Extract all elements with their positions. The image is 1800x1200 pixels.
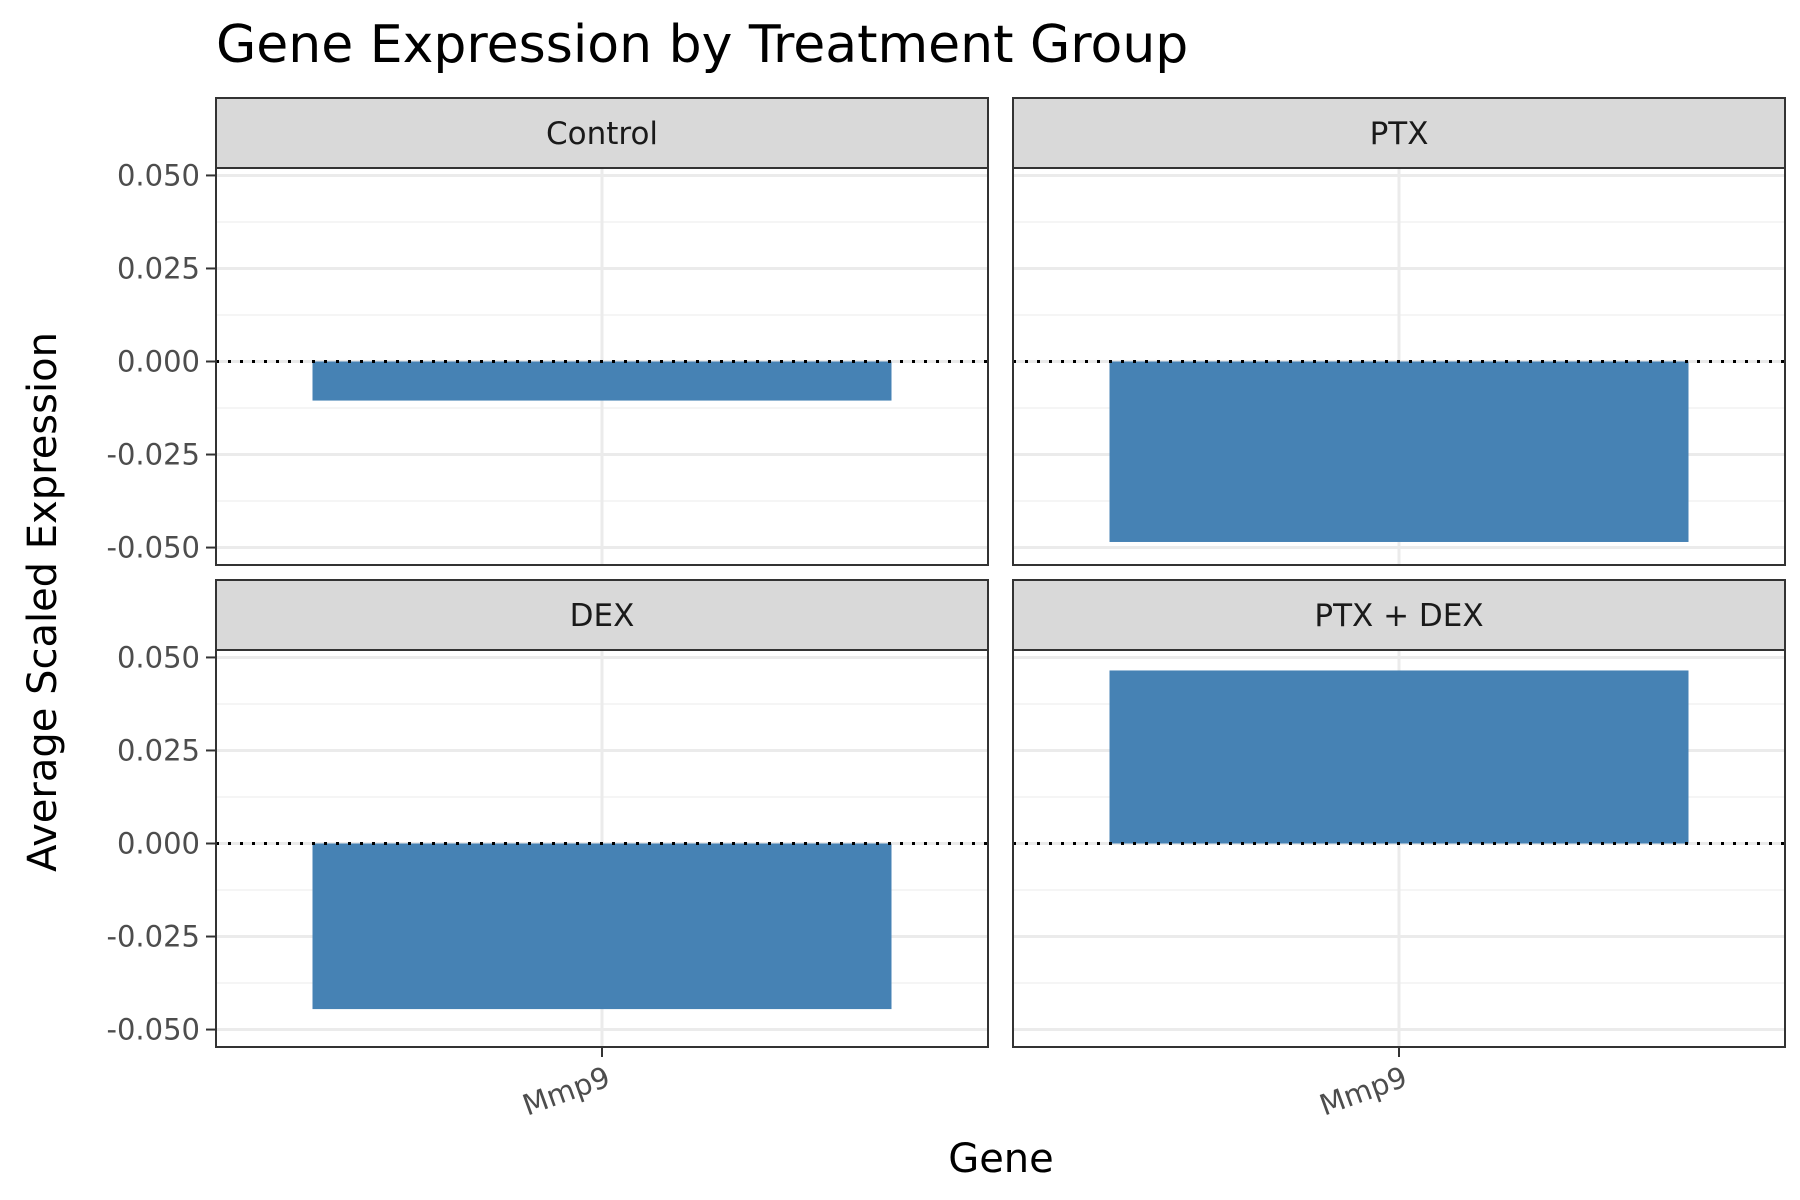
panel-border — [215, 167, 989, 566]
facet-panel: DEX 0.050 0.025 0.000 -0.025 -0.050 Mmp9 — [107, 579, 989, 1123]
y-tick-label: -0.050 — [107, 531, 201, 565]
y-tick-label: 0.050 — [117, 158, 200, 192]
y-tick-label: 0.025 — [117, 733, 200, 767]
x-tick-label: Mmp9 — [1315, 1060, 1411, 1123]
facet-panel: PTX + DEX Mmp9 — [1012, 579, 1786, 1123]
facet-panels: Control 0.050 0.025 0.000 -0.025 -0.050 PTX DEX… — [107, 97, 1786, 1123]
bar — [312, 361, 892, 401]
bar — [1109, 361, 1689, 542]
y-tick-label: 0.000 — [117, 345, 200, 379]
facet-strip — [215, 579, 989, 651]
bar — [1109, 670, 1689, 844]
y-tick-label: 0.000 — [117, 827, 200, 861]
y-tick-label: -0.050 — [107, 1013, 201, 1047]
x-axis-title: Gene — [948, 1136, 1054, 1182]
facet-strip — [1012, 579, 1786, 651]
facet-strip-label: PTX + DEX — [1314, 598, 1483, 634]
facet-strip-label: DEX — [570, 598, 635, 634]
panel-border — [1012, 167, 1786, 566]
y-tick-label: -0.025 — [107, 438, 201, 472]
y-tick-label: -0.025 — [107, 920, 201, 954]
x-tick-label: Mmp9 — [518, 1060, 614, 1123]
facet-strip-label: Control — [546, 116, 658, 152]
bar — [312, 843, 892, 1010]
y-tick-label: 0.050 — [117, 640, 200, 674]
facet-strip — [1012, 97, 1786, 169]
facet-panel: Control 0.050 0.025 0.000 -0.025 -0.050 — [107, 97, 989, 566]
facet-panel: PTX — [1012, 97, 1786, 566]
facet-strip-label: PTX — [1370, 116, 1429, 152]
y-axis-title: Average Scaled Expression — [20, 332, 66, 872]
facet-strip — [215, 97, 989, 169]
chart-title: Gene Expression by Treatment Group — [216, 15, 1188, 75]
y-tick-label: 0.025 — [117, 251, 200, 285]
